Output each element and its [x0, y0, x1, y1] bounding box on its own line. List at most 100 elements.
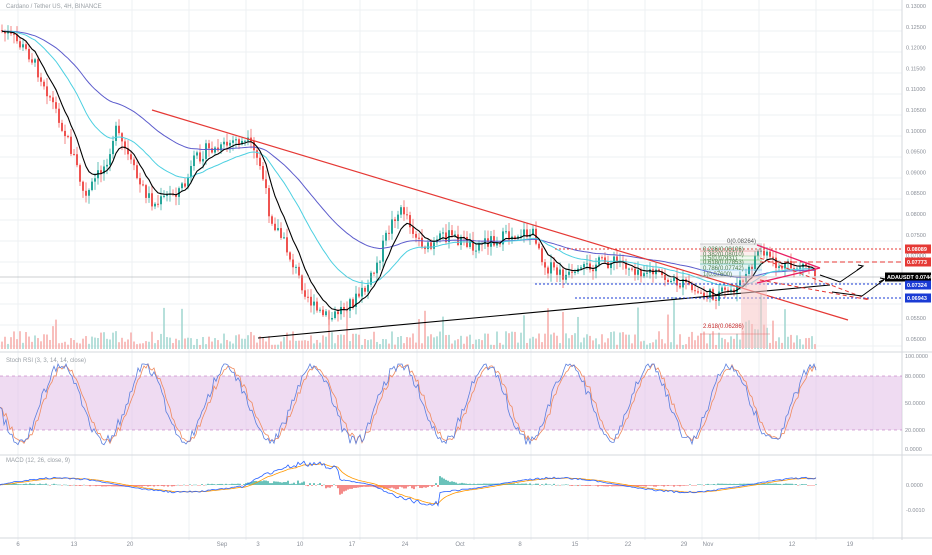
volume-bar — [301, 340, 303, 349]
volume-bar — [715, 344, 717, 349]
macd-histogram-bar — [111, 485, 113, 487]
volume-bar — [424, 310, 426, 349]
volume-bar — [349, 341, 351, 349]
macd-histogram-bar — [647, 485, 649, 486]
candle-body — [364, 287, 366, 292]
candle-body — [469, 239, 471, 247]
volume-bar — [814, 344, 816, 349]
macd-axis: 0.0000 -0.0010 — [906, 483, 925, 514]
macd-histogram-bar — [307, 485, 309, 487]
macd-histogram-bar — [371, 485, 373, 487]
candle-body — [118, 125, 120, 134]
candle-body — [664, 274, 666, 280]
macd-histogram-bar — [397, 485, 399, 490]
macd-histogram-bar — [493, 483, 495, 485]
volume-bar — [268, 336, 270, 349]
fib-label: 0.786(0.07742) — [703, 266, 744, 272]
candle-body — [49, 96, 51, 98]
candle-body — [397, 214, 399, 222]
candle-body — [553, 262, 555, 268]
macd-histogram-bar — [185, 485, 187, 486]
volume-bar — [457, 339, 459, 349]
volume-bar — [19, 331, 21, 349]
macd-histogram-bar — [157, 485, 159, 487]
volume-bar — [739, 339, 741, 349]
price-axis-label: 0.12500 — [906, 25, 926, 31]
volume-bar — [628, 334, 630, 349]
candle-body — [55, 102, 57, 109]
macd-histogram-bar — [523, 483, 525, 485]
macd-histogram-bar — [801, 484, 803, 485]
macd-histogram-bar — [265, 480, 267, 485]
volume-bar — [208, 336, 210, 349]
time-axis-label: 22 — [625, 542, 632, 548]
volume-bar — [679, 334, 681, 349]
candle-body — [139, 178, 141, 185]
candle-body — [40, 77, 42, 82]
volume-bar — [235, 335, 237, 349]
volume-bar — [646, 344, 648, 349]
candle-body — [292, 259, 294, 268]
volume-bar — [334, 343, 336, 349]
candle-body — [79, 165, 81, 182]
macd-histogram-bar — [75, 485, 77, 486]
volume-bar — [724, 339, 726, 349]
candle-body — [199, 152, 201, 162]
ema-black-line — [1, 30, 816, 312]
stoch-rsi-pane — [0, 362, 902, 446]
macd-histogram-bar — [387, 485, 389, 489]
volume-bar — [4, 336, 6, 349]
macd-histogram-bar — [457, 483, 459, 485]
candle-body — [403, 207, 405, 215]
candle-body — [748, 266, 750, 274]
volume-bar — [76, 342, 78, 349]
candle-body — [682, 279, 684, 288]
stoch-band-fill — [0, 376, 902, 430]
macd-histogram-bar — [709, 484, 711, 486]
candle-body — [52, 97, 54, 103]
candle-body — [157, 203, 159, 205]
macd-histogram-bar — [721, 483, 723, 485]
macd-histogram-bar — [173, 485, 175, 487]
candle-body — [460, 236, 462, 246]
volume-bar — [127, 339, 129, 349]
volume-bar — [64, 341, 66, 349]
price-axis-label: 0.08000 — [906, 212, 926, 218]
macd-histogram-bar — [395, 485, 397, 490]
volume-bar — [697, 335, 699, 349]
candle-body — [388, 232, 390, 234]
macd-histogram-bar — [539, 485, 541, 486]
macd-histogram-bar — [773, 483, 775, 485]
candle-body — [358, 293, 360, 297]
macd-histogram-bar — [737, 483, 739, 485]
stoch-axis-label: 50.0000 — [905, 401, 925, 407]
volume-bar — [157, 340, 159, 349]
macd-histogram-bar — [201, 484, 203, 485]
macd-histogram-bar — [361, 485, 363, 487]
volume-bar — [319, 342, 321, 349]
candle-body — [721, 287, 723, 292]
macd-histogram-bar — [641, 485, 643, 487]
macd-histogram-bar — [319, 483, 321, 485]
macd-histogram-bar — [181, 485, 183, 486]
candle-body — [688, 282, 690, 285]
candle-body — [112, 140, 114, 155]
macd-histogram-bar — [379, 485, 381, 488]
macd-histogram-bar — [425, 485, 427, 488]
macd-histogram-bar — [467, 483, 469, 485]
time-axis-label: 10 — [297, 542, 304, 548]
volume-bar — [712, 331, 714, 349]
candle-body — [205, 143, 207, 159]
candle-body — [736, 285, 738, 293]
volume-bar — [337, 335, 339, 349]
volume-bar — [649, 343, 651, 349]
macd-histogram-bar — [601, 485, 603, 487]
macd-histogram-bar — [809, 485, 811, 486]
macd-histogram-bar — [159, 485, 161, 486]
volume-bar — [298, 340, 300, 349]
macd-signal-line — [0, 463, 817, 505]
candle-body — [181, 183, 183, 189]
volume-bar — [565, 333, 567, 349]
